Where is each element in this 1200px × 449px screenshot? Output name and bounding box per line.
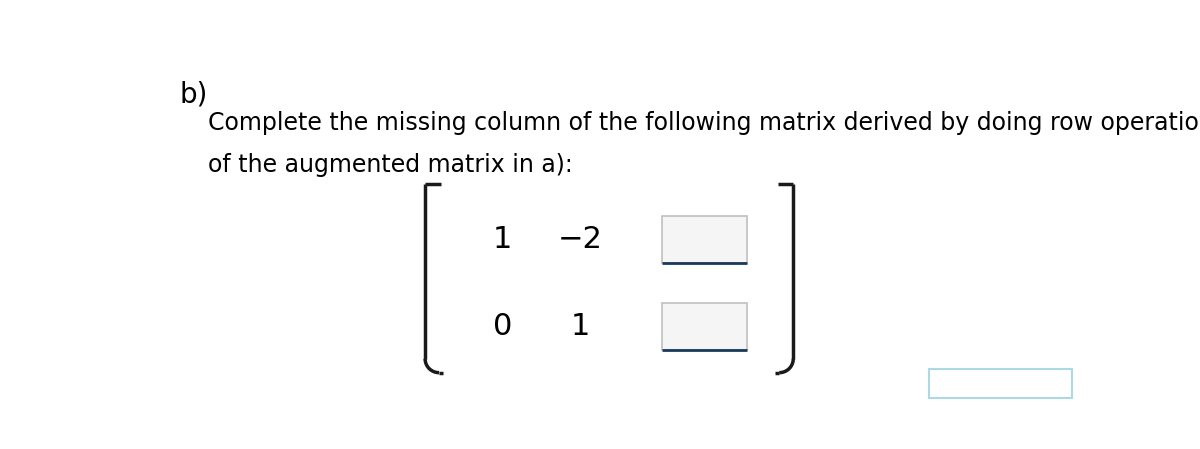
Text: of the augmented matrix in a):: of the augmented matrix in a): — [208, 153, 572, 177]
Text: Complete the missing column of the following matrix derived by doing row operati: Complete the missing column of the follo… — [208, 111, 1200, 135]
Text: 1: 1 — [570, 312, 590, 341]
Text: −2: −2 — [558, 225, 602, 254]
Text: b): b) — [180, 80, 208, 108]
Bar — [661, 216, 746, 263]
Bar — [929, 369, 1073, 398]
Text: 0: 0 — [493, 312, 512, 341]
Bar — [661, 304, 746, 350]
Text: 1: 1 — [493, 225, 512, 254]
